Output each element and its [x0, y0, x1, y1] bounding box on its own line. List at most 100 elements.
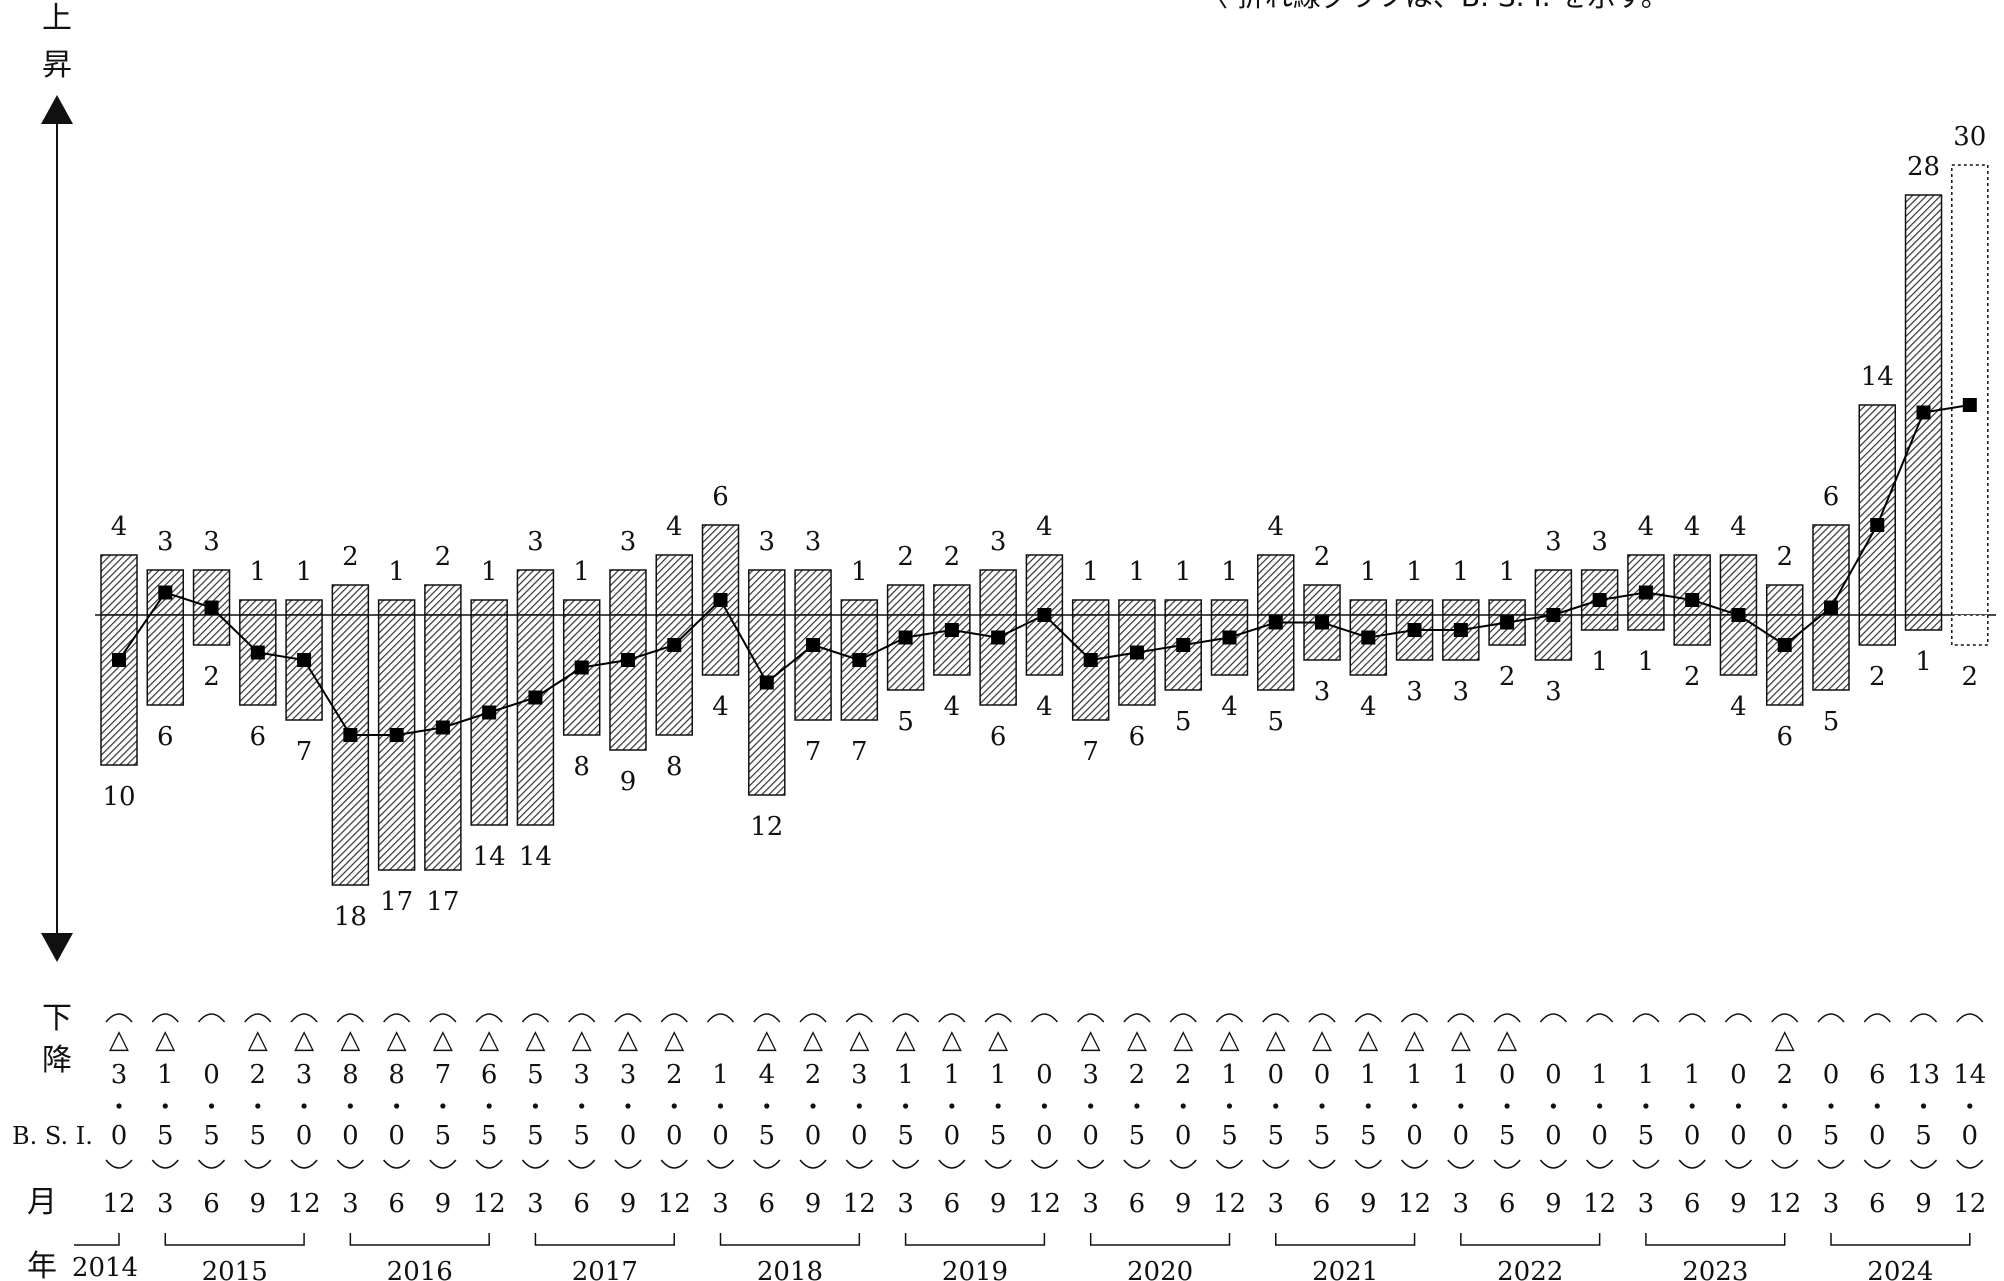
- bsi-decimal: 0: [1869, 1121, 1886, 1151]
- bar-up-label: 3: [620, 527, 637, 557]
- bar-down: [377, 614, 416, 871]
- bar-down-label: 17: [426, 887, 459, 917]
- bracket-bottom: [197, 1159, 226, 1169]
- bsi-sign: △: [340, 1025, 360, 1055]
- bar-down-label: 8: [573, 752, 590, 782]
- month-row-label: 月: [27, 1185, 57, 1220]
- bsi-decimal-point: [1874, 1103, 1880, 1109]
- bar-up-label: 6: [712, 482, 729, 512]
- bar-down-label: 1: [1591, 647, 1608, 677]
- bsi-sign: △: [1081, 1025, 1101, 1055]
- bsi-decimal: 0: [805, 1121, 822, 1151]
- month-label: 6: [1684, 1189, 1701, 1219]
- bsi-integer: 0: [1267, 1060, 1284, 1090]
- month-label: 6: [573, 1189, 590, 1219]
- bsi-decimal-point: [1180, 1103, 1186, 1109]
- bsi-decimal: 5: [1221, 1121, 1238, 1151]
- month-label: 6: [1129, 1189, 1146, 1219]
- month-label: 9: [1360, 1189, 1377, 1219]
- bsi-integer: 0: [1314, 1060, 1331, 1090]
- bsi-decimal-point: [1411, 1103, 1418, 1109]
- down-label-char: 降: [42, 1043, 72, 1078]
- bsi-sign: △: [387, 1025, 407, 1055]
- bar-down-label: 4: [1360, 692, 1377, 722]
- bsi-decimal-point: [1828, 1103, 1834, 1109]
- bar-down: [331, 614, 370, 886]
- bsi-integer: 14: [1953, 1060, 1986, 1090]
- bracket-top: [1632, 1013, 1660, 1023]
- bar-up: [470, 599, 508, 616]
- bar-down: [239, 614, 277, 706]
- bar-up: [794, 569, 832, 616]
- bsi-integer: 3: [573, 1060, 590, 1090]
- bsi-decimal-point: [1782, 1103, 1788, 1109]
- bsi-decimal: 0: [111, 1121, 128, 1151]
- bar-down-label: 14: [519, 842, 552, 872]
- bar-up-label: 3: [805, 527, 822, 557]
- bsi-decimal: 0: [1406, 1121, 1423, 1151]
- bracket-top: [1030, 1013, 1058, 1023]
- year-label: 2020: [1127, 1257, 1193, 1281]
- bar-up: [1719, 554, 1758, 616]
- bracket-top: [706, 1013, 735, 1023]
- bsi-sign: △: [664, 1025, 684, 1055]
- bsi-marker: [944, 623, 959, 637]
- month-label: 3: [1082, 1189, 1099, 1219]
- bsi-decimal: 0: [1730, 1121, 1747, 1151]
- bar-down-label: 4: [1221, 692, 1238, 722]
- bar-down: [655, 614, 693, 736]
- bracket-top: [1308, 1013, 1336, 1023]
- bsi-decimal: 5: [1314, 1121, 1331, 1151]
- bar-down: [424, 614, 462, 871]
- bracket-top: [244, 1013, 272, 1023]
- bsi-integer: 3: [851, 1060, 868, 1090]
- bsi-decimal-point: [810, 1103, 816, 1109]
- month-label: 3: [1638, 1189, 1655, 1219]
- month-label: 12: [658, 1189, 691, 1219]
- bsi-decimal-point: [347, 1103, 353, 1109]
- bsi-marker: [343, 728, 358, 742]
- bsi-integer: 7: [435, 1060, 452, 1090]
- bracket-bottom: [1354, 1159, 1382, 1169]
- bar-down-label: 4: [944, 692, 961, 722]
- bracket-top: [1354, 1013, 1382, 1023]
- bar-down-label: 1: [1915, 647, 1932, 677]
- bsi-decimal: 0: [712, 1121, 729, 1151]
- bsi-decimal: 5: [157, 1121, 174, 1151]
- bar-down-label: 7: [805, 737, 822, 767]
- bracket-bottom: [1956, 1159, 1984, 1169]
- bar-down-label: 6: [990, 722, 1007, 752]
- bar-down-label: 17: [380, 887, 413, 917]
- down-arrow-icon: [41, 933, 73, 962]
- bar-up-label: 4: [1267, 512, 1284, 542]
- bar-down-label: 14: [473, 842, 506, 872]
- bracket-top: [1539, 1013, 1567, 1023]
- bar-down: [100, 614, 138, 766]
- bar-down-label: 3: [1545, 677, 1562, 707]
- bracket-bottom: [614, 1159, 642, 1169]
- bracket-top: [1678, 1013, 1706, 1023]
- bracket-bottom: [1586, 1159, 1614, 1169]
- bracket-top: [984, 1013, 1012, 1023]
- bsi-integer: 1: [897, 1060, 914, 1090]
- bsi-decimal-point: [1643, 1103, 1649, 1109]
- bar-up: [1580, 569, 1619, 616]
- bar-up: [886, 584, 925, 616]
- bsi-decimal-point: [1689, 1103, 1695, 1109]
- bar-down: [1164, 614, 1202, 691]
- bar-down-label: 5: [1823, 707, 1840, 737]
- bsi-sign: △: [1312, 1025, 1332, 1055]
- month-label: 9: [1545, 1189, 1562, 1219]
- bracket-top: [938, 1013, 966, 1023]
- bsi-decimal-point: [1134, 1103, 1140, 1109]
- bar-up: [1210, 599, 1249, 616]
- bsi-marker: [806, 638, 821, 652]
- bsi-marker: [667, 638, 682, 652]
- bsi-decimal: 0: [1036, 1121, 1053, 1151]
- year-bracket: [534, 1233, 675, 1246]
- bsi-marker: [1083, 653, 1098, 667]
- month-label: 9: [990, 1189, 1007, 1219]
- year-bracket: [1460, 1233, 1601, 1246]
- bsi-marker: [528, 690, 543, 705]
